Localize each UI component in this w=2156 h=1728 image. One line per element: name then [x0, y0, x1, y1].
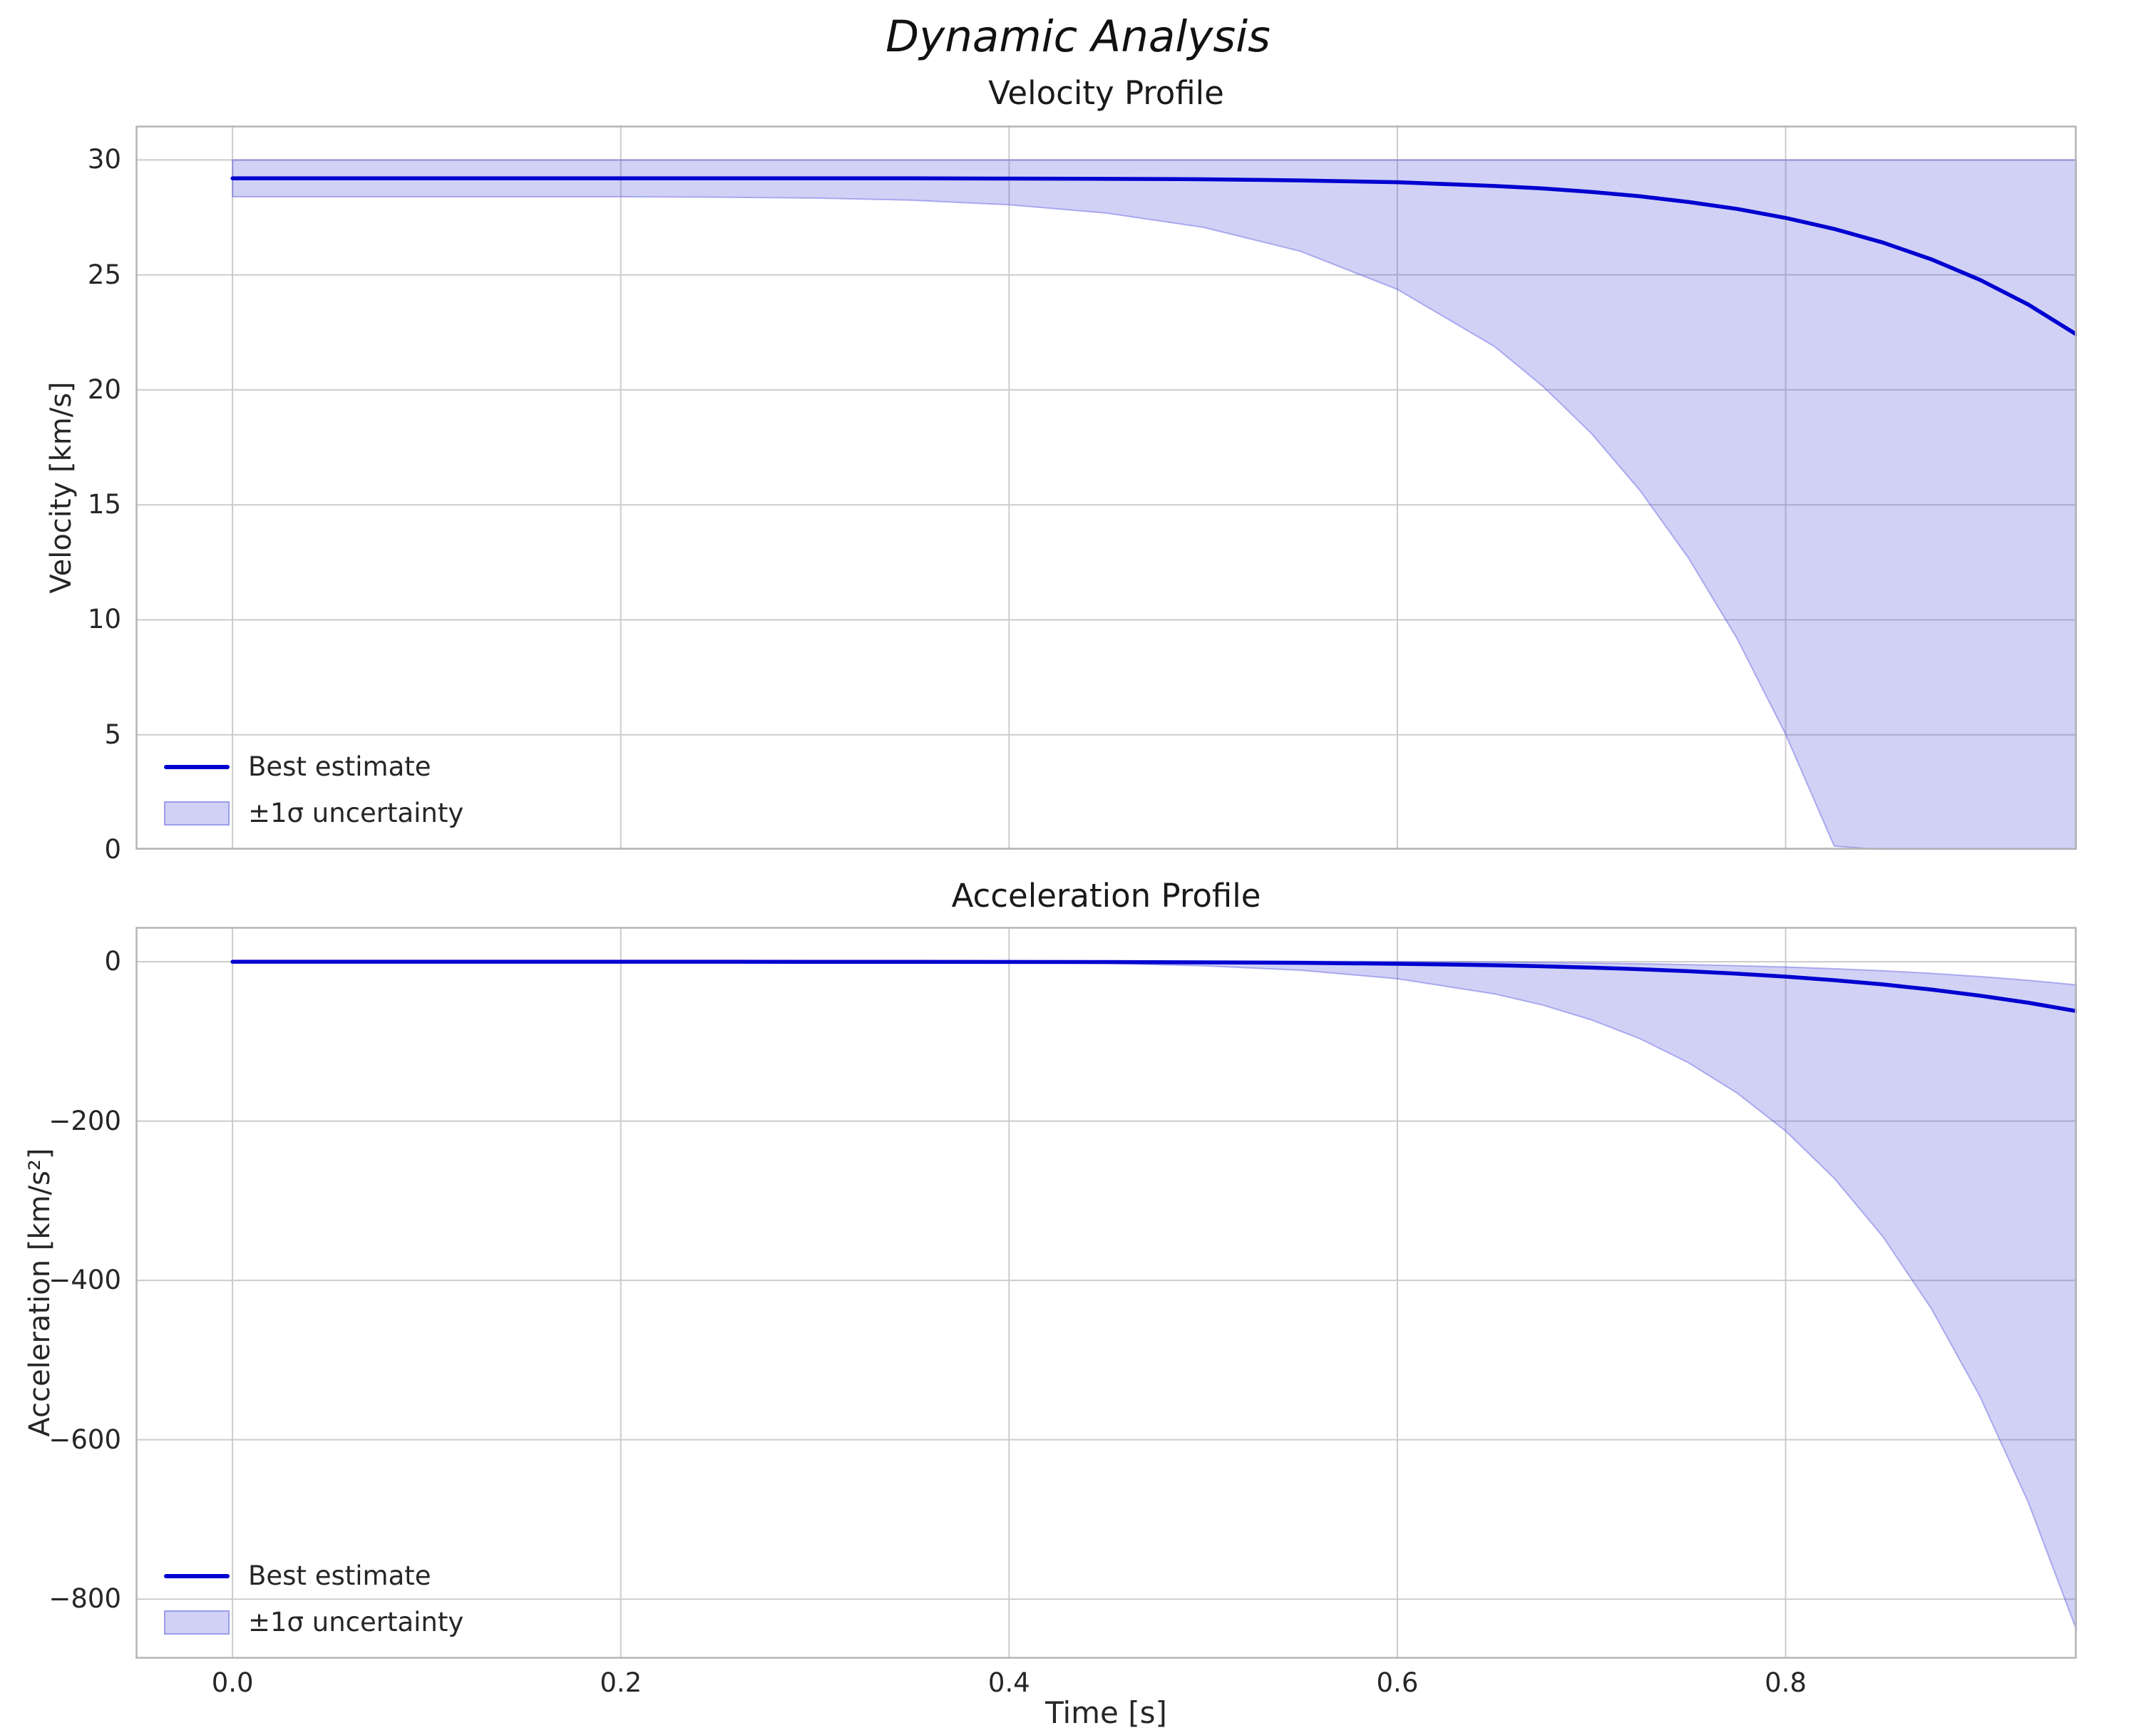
- y-tick-label: −400: [48, 1265, 121, 1296]
- x-axis-label: Time [s]: [1045, 1695, 1167, 1728]
- legend-label-uncertainty: ±1σ uncertainty: [248, 1607, 464, 1637]
- y-tick-label: 30: [87, 144, 121, 175]
- x-tick-label: 0.0: [211, 1667, 254, 1698]
- acceleration-plot-svg: [135, 927, 2077, 1659]
- x-tick-label: 0.6: [1376, 1667, 1419, 1698]
- acceleration-legend: Best estimate ±1σ uncertainty: [164, 1560, 463, 1637]
- velocity-axes: Best estimate ±1σ uncertainty: [135, 125, 2077, 850]
- y-tick-label: −600: [48, 1424, 121, 1455]
- figure-suptitle: Dynamic Analysis: [885, 11, 1270, 62]
- y-tick-label: 25: [87, 259, 121, 290]
- x-tick-label: 0.8: [1765, 1667, 1807, 1698]
- y-tick-label: 15: [87, 489, 121, 520]
- y-tick-label: −200: [48, 1105, 121, 1136]
- best-estimate-line-icon: [164, 764, 230, 769]
- legend-item-uncertainty: ±1σ uncertainty: [164, 1607, 463, 1637]
- legend-label-best-estimate: Best estimate: [248, 751, 431, 782]
- y-tick-label: 5: [104, 719, 121, 750]
- acceleration-title: Acceleration Profile: [951, 877, 1261, 915]
- y-tick-label: 10: [87, 604, 121, 635]
- uncertainty-band-icon: [164, 1610, 230, 1635]
- y-tick-label: −800: [48, 1583, 121, 1615]
- y-tick-label: 20: [87, 374, 121, 405]
- velocity-title: Velocity Profile: [988, 74, 1224, 112]
- legend-label-uncertainty: ±1σ uncertainty: [248, 798, 464, 828]
- x-tick-label: 0.2: [600, 1667, 642, 1698]
- legend-item-best-estimate: Best estimate: [164, 1560, 463, 1591]
- legend-item-best-estimate: Best estimate: [164, 751, 463, 782]
- y-tick-label: 0: [104, 946, 121, 977]
- y-tick-label: 0: [104, 834, 121, 865]
- velocity-plot-svg: [135, 125, 2077, 850]
- uncertainty-band-icon: [164, 801, 230, 826]
- legend-item-uncertainty: ±1σ uncertainty: [164, 798, 463, 828]
- x-tick-label: 0.4: [987, 1667, 1030, 1698]
- velocity-y-axis-label: Velocity [km/s]: [45, 381, 78, 594]
- velocity-legend: Best estimate ±1σ uncertainty: [164, 751, 463, 828]
- acceleration-axes: Best estimate ±1σ uncertainty: [135, 927, 2077, 1659]
- legend-label-best-estimate: Best estimate: [248, 1560, 431, 1591]
- best-estimate-line-icon: [164, 1573, 230, 1578]
